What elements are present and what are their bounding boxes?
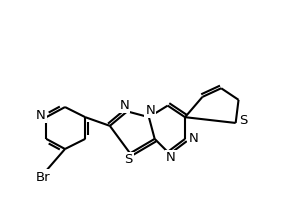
Text: N: N [188, 132, 198, 145]
Text: N: N [145, 104, 155, 117]
Text: N: N [166, 151, 175, 164]
Text: N: N [36, 109, 46, 122]
Text: Br: Br [35, 171, 50, 184]
Text: S: S [239, 113, 248, 127]
Text: N: N [119, 99, 129, 112]
Text: S: S [124, 153, 133, 166]
